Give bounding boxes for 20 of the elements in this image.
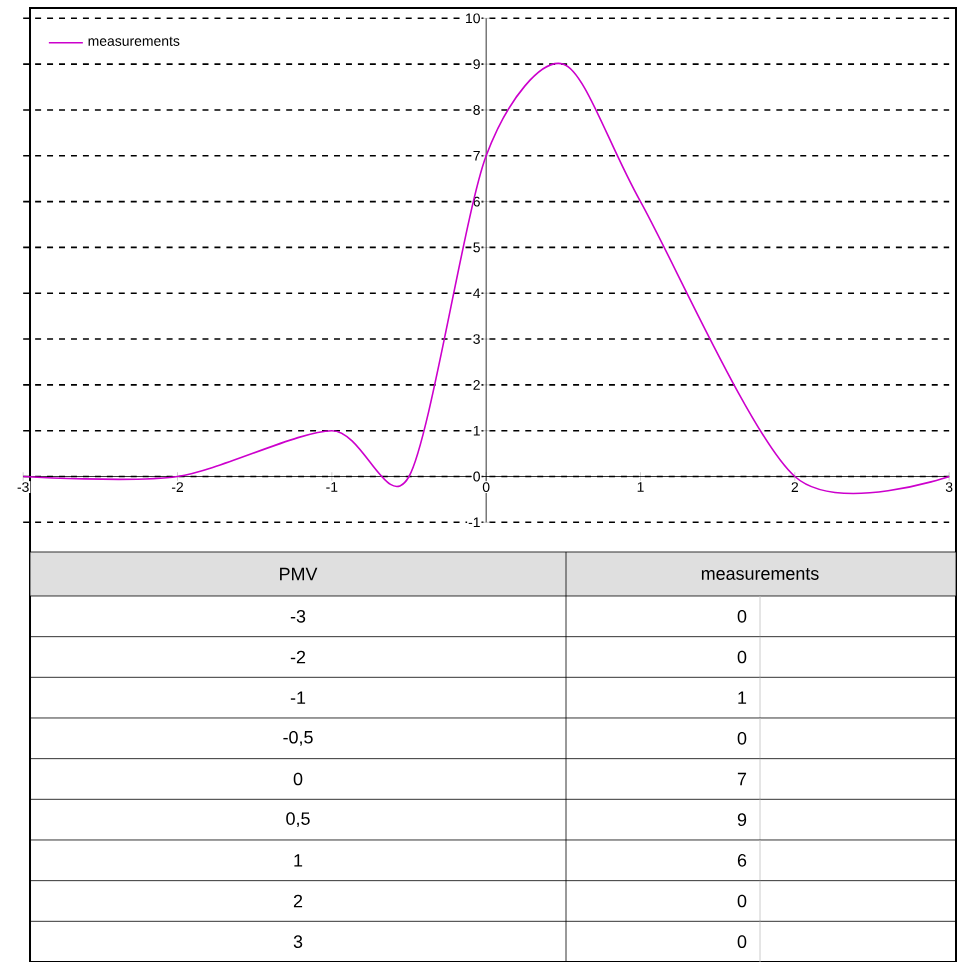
text: 1 <box>294 853 303 867</box>
text: 9 <box>737 812 747 826</box>
text: 7 <box>737 772 747 785</box>
x-axis-title: PMV <box>280 567 318 580</box>
text: 0 <box>737 894 747 907</box>
text: -0,5 <box>283 730 313 746</box>
text: -1 <box>290 691 306 704</box>
text: 0 <box>293 772 303 785</box>
text: -2 <box>290 650 306 663</box>
text: -3 <box>290 609 306 623</box>
text: 1 <box>738 691 747 704</box>
text: 0 <box>737 650 747 663</box>
text: 0 <box>737 934 747 948</box>
text: 0,5 <box>286 811 310 827</box>
text: 3 <box>293 934 303 948</box>
text: 0 <box>737 609 747 623</box>
text: 6 <box>737 853 747 867</box>
text: 0 <box>737 731 747 745</box>
text: 2 <box>293 894 303 907</box>
text: measurements <box>701 567 819 580</box>
